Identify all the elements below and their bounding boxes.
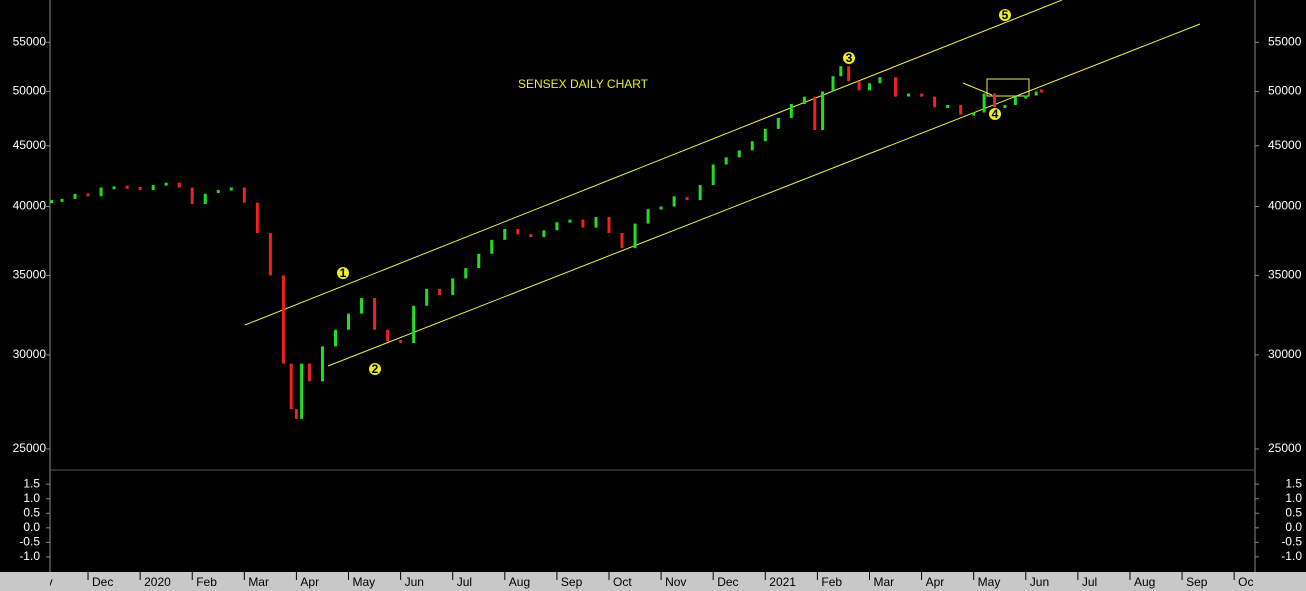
chart-title: SENSEX DAILY CHART (518, 77, 649, 91)
wave-label: 5 (1002, 8, 1009, 22)
x-tick-label: May (353, 575, 376, 589)
x-tick-label: Jul (457, 575, 472, 589)
indicator-tick-label-right: 1.0 (1285, 491, 1302, 505)
x-tick-label: Sep (1186, 575, 1208, 589)
y-tick-label-right: 25000 (1268, 441, 1302, 455)
y-tick-label: 25000 (13, 441, 47, 455)
x-tick-label: Aug (1134, 575, 1155, 589)
indicator-tick-label-right: -1.0 (1281, 549, 1302, 563)
y-tick-label-right: 30000 (1268, 347, 1302, 361)
target-box (986, 78, 1030, 97)
y-tick-label-right: 35000 (1268, 268, 1302, 282)
x-tick-label: Jul (1082, 575, 1097, 589)
indicator-tick-label: -1.0 (19, 549, 40, 563)
indicator-tick-label: 0.5 (23, 505, 40, 519)
x-tick-label: Feb (196, 575, 217, 589)
indicator-tick-label: 1.0 (23, 491, 40, 505)
x-tick-label: Apr (926, 575, 945, 589)
upper-channel (244, 0, 1063, 326)
indicator-tick-label: 1.5 (23, 476, 40, 490)
y-tick-label-right: 40000 (1268, 199, 1302, 213)
wave-label: 3 (846, 51, 853, 65)
indicator-tick-label-right: 0.5 (1285, 505, 1302, 519)
x-tick-label: Aug (509, 575, 530, 589)
y-tick-label: 40000 (13, 199, 47, 213)
indicator-tick-label-right: 1.5 (1285, 476, 1302, 490)
wave-label: 2 (372, 362, 379, 376)
x-tick-label: Dec (717, 575, 738, 589)
x-tick-label: Dec (92, 575, 113, 589)
indicator-tick-label-right: 0.0 (1285, 520, 1302, 534)
indicator-tick-label: -0.5 (19, 535, 40, 549)
wave-marker (999, 9, 1011, 21)
wave-marker (337, 267, 349, 279)
x-tick-label: Oc (1238, 575, 1253, 589)
x-tick-label: Feb (821, 575, 842, 589)
x-tick-label: ov (40, 575, 53, 589)
x-axis-strip (0, 572, 1306, 591)
y-tick-label-right: 55000 (1268, 34, 1302, 48)
y-tick-label: 45000 (13, 138, 47, 152)
y-tick-label: 35000 (13, 268, 47, 282)
wedge-line (962, 82, 993, 96)
x-tick-label: 2020 (144, 575, 171, 589)
x-tick-label: May (978, 575, 1001, 589)
indicator-tick-label: 0.0 (23, 520, 40, 534)
x-tick-label: Oct (613, 575, 632, 589)
x-tick-label: Apr (300, 575, 319, 589)
x-tick-label: Jun (1030, 575, 1049, 589)
x-tick-label: Jun (405, 575, 424, 589)
y-tick-label: 50000 (13, 84, 47, 98)
x-tick-label: Mar (248, 575, 269, 589)
x-tick-label: 2021 (769, 575, 796, 589)
wave-marker (369, 363, 381, 375)
lower-channel (327, 23, 1201, 367)
wave-marker (989, 108, 1001, 120)
indicator-tick-label-right: -0.5 (1281, 535, 1302, 549)
x-tick-label: Nov (665, 575, 686, 589)
x-tick-label: Mar (873, 575, 894, 589)
wave-marker (843, 52, 855, 64)
y-tick-label-right: 50000 (1268, 84, 1302, 98)
wave-label: 1 (340, 266, 347, 280)
x-tick-label: Sep (561, 575, 583, 589)
y-tick-label: 30000 (13, 347, 47, 361)
y-tick-label: 55000 (13, 34, 47, 48)
y-tick-label-right: 45000 (1268, 138, 1302, 152)
wave-label: 4 (992, 107, 999, 121)
